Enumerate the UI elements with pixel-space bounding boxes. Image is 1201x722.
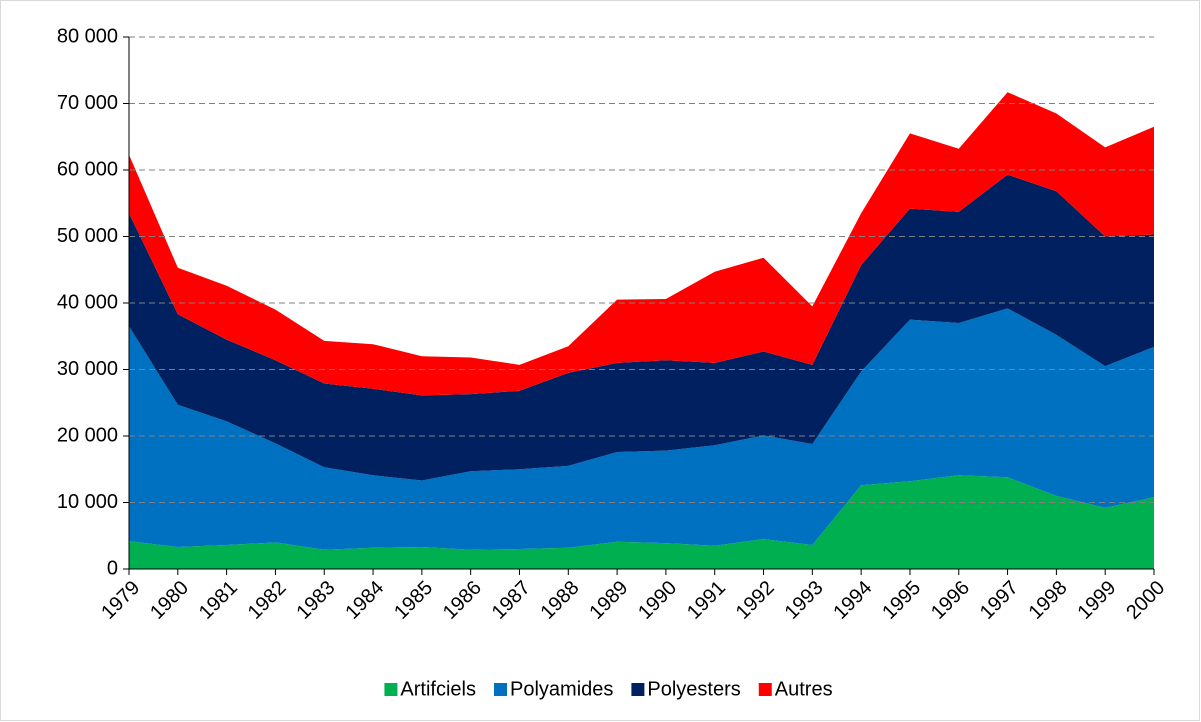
y-tick-label: 70 000: [57, 92, 118, 114]
area: [129, 308, 1154, 550]
y-tick-label: 10 000: [57, 491, 118, 513]
legend-swatch: [631, 683, 645, 696]
area: [129, 92, 1154, 396]
y-tick-label: 80 000: [57, 25, 118, 47]
area: [129, 475, 1154, 569]
legend-swatch: [758, 683, 772, 696]
y-tick-label: 20 000: [57, 424, 118, 446]
legend-swatch: [494, 683, 507, 696]
legend-label: Artifciels: [400, 678, 476, 700]
y-tick-label: 30 000: [57, 358, 118, 380]
legend-swatch: [384, 683, 398, 696]
y-tick-label: 60 000: [57, 158, 118, 180]
y-tick-label: 40 000: [57, 291, 118, 313]
area: [129, 174, 1154, 481]
y-tick-label: 50 000: [57, 225, 118, 247]
legend-label: Polyamides: [510, 678, 613, 700]
legend-label: Autres: [775, 678, 833, 700]
legend-label: Polyesters: [647, 678, 740, 700]
y-tick-label: 0: [107, 557, 118, 579]
